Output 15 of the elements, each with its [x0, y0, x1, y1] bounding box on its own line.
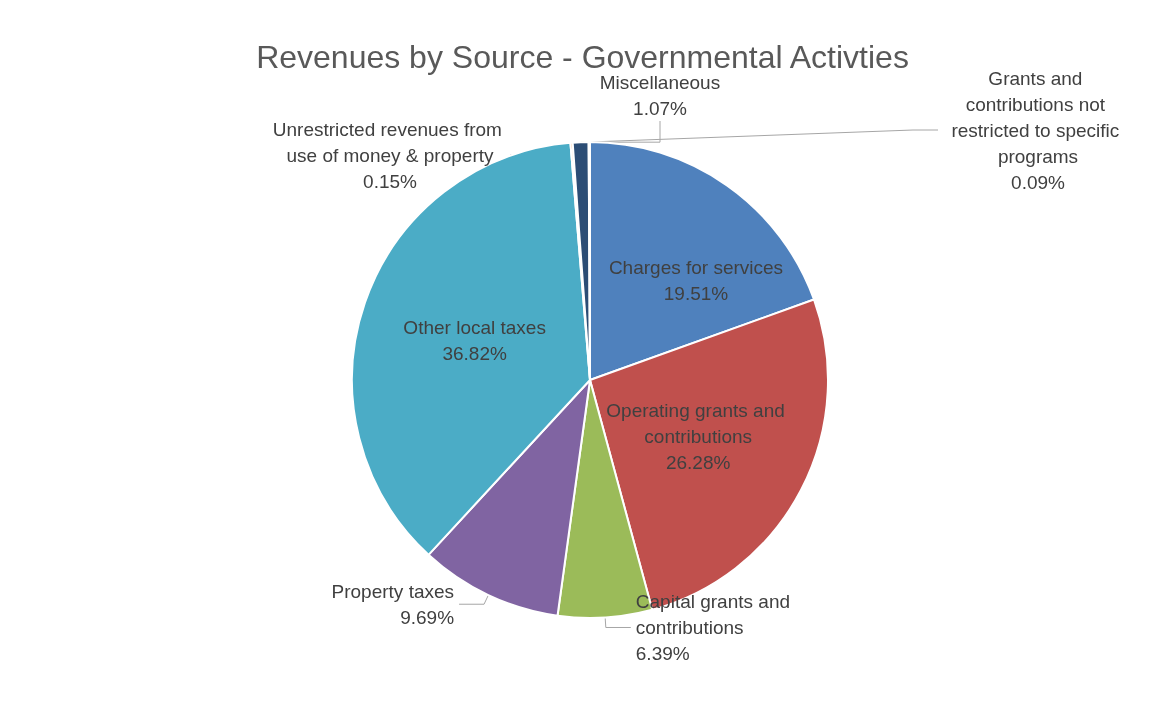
data-label: 19.51%	[663, 282, 729, 304]
slice-label: Capital grants and contributions	[635, 591, 796, 638]
data-label: 6.39%	[635, 643, 690, 664]
slice-label: Property taxes	[331, 580, 455, 602]
slice-label: Charges for services	[608, 256, 784, 278]
data-label: 9.69%	[400, 606, 455, 628]
slice-label: Other local taxes	[403, 316, 546, 338]
data-label: 1.07%	[633, 97, 688, 119]
slice-label: Unrestricted revenues from use of money & property	[272, 118, 508, 166]
slice-label: Operating grants and contributions	[606, 399, 791, 447]
data-label: 0.15%	[363, 170, 418, 192]
data-label: 36.82%	[442, 342, 507, 364]
slice-label: Grants and contributions not restricted to specific programs	[951, 67, 1125, 167]
data-label: 0.09%	[1011, 171, 1066, 193]
data-label: 26.28%	[665, 451, 731, 473]
